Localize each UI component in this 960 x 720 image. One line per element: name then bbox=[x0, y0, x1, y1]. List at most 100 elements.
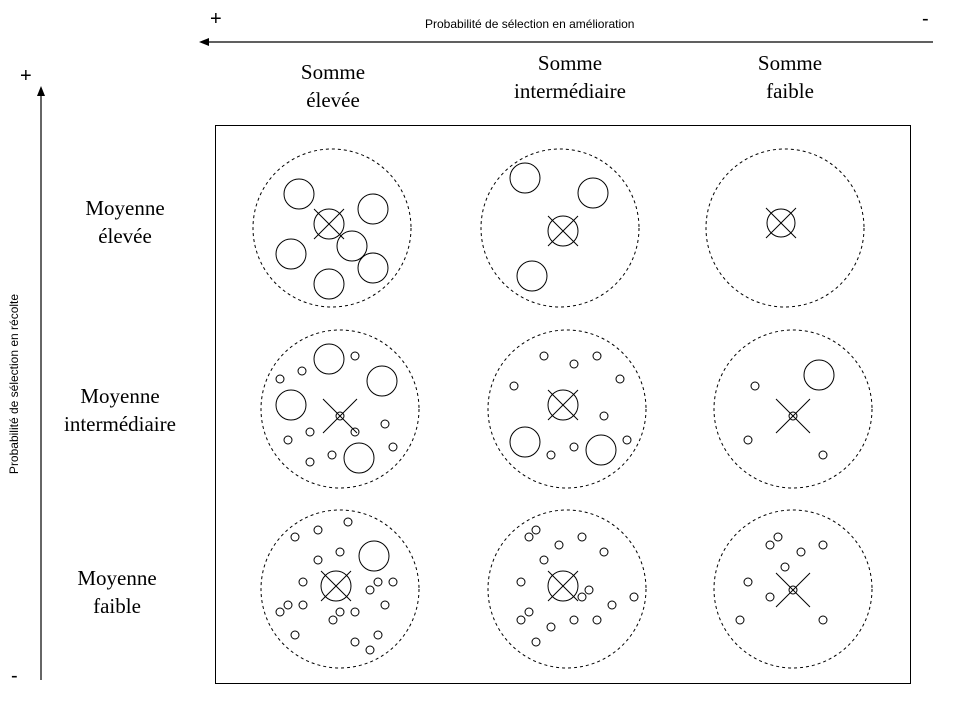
column-header-line2: faible bbox=[766, 79, 814, 103]
individual-small bbox=[365, 645, 375, 655]
individual-small bbox=[516, 615, 526, 625]
individual-small bbox=[773, 532, 783, 542]
row-header-line2: faible bbox=[93, 594, 141, 618]
individual-small bbox=[765, 540, 775, 550]
individual-small bbox=[750, 381, 760, 391]
individual-small bbox=[780, 562, 790, 572]
population-boundary bbox=[705, 148, 865, 308]
individual-small bbox=[373, 577, 383, 587]
individual-small bbox=[313, 555, 323, 565]
individual-large bbox=[313, 343, 345, 375]
individual-small bbox=[373, 630, 383, 640]
row-header-line2: intermédiaire bbox=[64, 412, 176, 436]
individual-small bbox=[569, 615, 579, 625]
individual-small bbox=[297, 366, 307, 376]
population-boundary bbox=[480, 148, 640, 308]
cell-r1-c1 bbox=[252, 148, 412, 308]
vertical-axis-plus: + bbox=[20, 65, 32, 87]
cell-r3-c1 bbox=[260, 509, 420, 669]
individual-small bbox=[388, 577, 398, 587]
individual-large bbox=[283, 178, 315, 210]
horizontal-axis-plus: + bbox=[210, 8, 222, 30]
individual-large bbox=[357, 193, 389, 225]
individual-large bbox=[516, 260, 548, 292]
individual-small bbox=[629, 592, 639, 602]
selection-cross-icon bbox=[775, 572, 811, 608]
individual-small bbox=[350, 351, 360, 361]
individual-small bbox=[380, 600, 390, 610]
individual-large bbox=[357, 252, 389, 284]
individual-small bbox=[305, 457, 315, 467]
individual-small bbox=[584, 585, 594, 595]
column-header-somme-faible: Somme faible bbox=[715, 49, 865, 105]
individual-small bbox=[569, 359, 579, 369]
individual-small bbox=[743, 577, 753, 587]
cell-r1-c2 bbox=[480, 148, 640, 308]
individual-small bbox=[818, 450, 828, 460]
individual-small bbox=[275, 374, 285, 384]
individual-small bbox=[365, 585, 375, 595]
individual-small bbox=[327, 450, 337, 460]
cell-r3-c2 bbox=[487, 509, 647, 669]
row-header-line1: Moyenne bbox=[80, 384, 160, 408]
row-header-line2: élevée bbox=[98, 224, 152, 248]
individual-small bbox=[509, 381, 519, 391]
individual-small bbox=[531, 525, 541, 535]
individual-small bbox=[592, 351, 602, 361]
individual-small bbox=[313, 525, 323, 535]
column-header-somme-intermediaire: Somme intermédiaire bbox=[490, 49, 650, 105]
population-boundary bbox=[713, 509, 873, 669]
individual-large bbox=[509, 162, 541, 194]
individual-small bbox=[554, 540, 564, 550]
individual-small bbox=[615, 374, 625, 384]
individual-large bbox=[366, 365, 398, 397]
cell-r2-c2 bbox=[487, 329, 647, 489]
individual-small bbox=[539, 351, 549, 361]
selection-cross-icon bbox=[313, 208, 345, 240]
individual-small bbox=[743, 435, 753, 445]
column-header-line2: intermédiaire bbox=[514, 79, 626, 103]
individual-small bbox=[765, 592, 775, 602]
individual-small bbox=[524, 532, 534, 542]
column-header-line2: élevée bbox=[306, 88, 360, 112]
cell-r2-c1 bbox=[260, 329, 420, 489]
individual-small bbox=[818, 615, 828, 625]
cell-r2-c3 bbox=[713, 329, 873, 489]
vertical-axis-arrowhead bbox=[37, 86, 45, 96]
individual-small bbox=[546, 450, 556, 460]
row-header-line1: Moyenne bbox=[77, 566, 157, 590]
individual-small bbox=[350, 607, 360, 617]
individual-small bbox=[599, 547, 609, 557]
selection-cross-icon bbox=[775, 398, 811, 434]
selection-cross-icon bbox=[320, 570, 352, 602]
individual-small bbox=[350, 637, 360, 647]
individual-small bbox=[516, 577, 526, 587]
selection-cross-icon bbox=[547, 389, 579, 421]
row-header-moyenne-intermediaire: Moyenne intermédiaire bbox=[45, 382, 195, 438]
individual-small bbox=[283, 435, 293, 445]
row-header-moyenne-elevee: Moyenne élevée bbox=[55, 194, 195, 250]
individual-small bbox=[539, 555, 549, 565]
horizontal-axis-arrowhead bbox=[199, 38, 209, 46]
individual-small bbox=[283, 600, 293, 610]
column-header-line1: Somme bbox=[537, 51, 603, 75]
individual-small bbox=[531, 637, 541, 647]
selection-cross-icon bbox=[322, 398, 358, 434]
individual-small bbox=[298, 577, 308, 587]
individual-small bbox=[607, 600, 617, 610]
individual-small bbox=[577, 592, 587, 602]
individual-small bbox=[524, 607, 534, 617]
individual-small bbox=[290, 532, 300, 542]
row-header-moyenne-faible: Moyenne faible bbox=[47, 564, 187, 620]
individual-small bbox=[328, 615, 338, 625]
column-header-line1: Somme bbox=[300, 60, 366, 84]
individual-large bbox=[509, 426, 541, 458]
population-boundary bbox=[487, 329, 647, 489]
individual-large bbox=[803, 359, 835, 391]
individual-small bbox=[298, 600, 308, 610]
individual-small bbox=[592, 615, 602, 625]
individual-large bbox=[585, 434, 617, 466]
individual-small bbox=[599, 411, 609, 421]
